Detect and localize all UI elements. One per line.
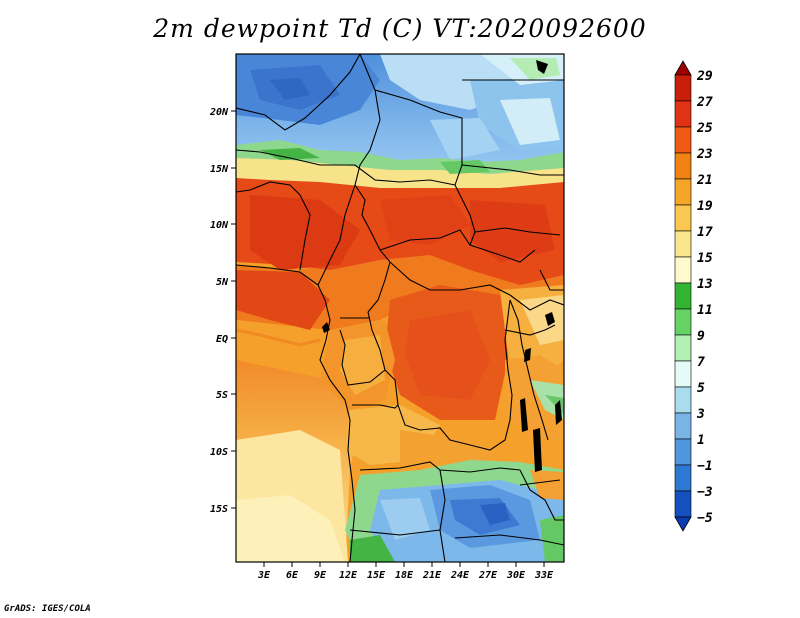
colorbar-swatch bbox=[674, 386, 692, 414]
lon-label: 12E bbox=[339, 570, 358, 581]
colorbar-swatch bbox=[674, 256, 692, 284]
colorbar: 29 27 25 23 21 19 17 15 13 11 9 7 5 3 1 −1 −3 −5 bbox=[674, 60, 713, 532]
colorbar-max-arrow bbox=[674, 60, 692, 76]
colorbar-label: 25 bbox=[696, 121, 713, 136]
lon-label: 3E bbox=[257, 570, 271, 581]
lon-label: 15E bbox=[367, 570, 386, 581]
lon-label: 30E bbox=[506, 570, 526, 581]
lat-label: 10S bbox=[210, 447, 228, 458]
colorbar-swatch bbox=[674, 308, 692, 336]
colorbar-swatch bbox=[674, 334, 692, 362]
lon-label: 33E bbox=[534, 570, 554, 581]
colorbar-label: 17 bbox=[697, 225, 713, 240]
colorbar-label: 15 bbox=[697, 251, 713, 266]
lon-label: 24E bbox=[450, 570, 470, 581]
colorbar-label: −1 bbox=[697, 459, 713, 474]
colorbar-swatch bbox=[674, 204, 692, 232]
colorbar-label: −3 bbox=[697, 485, 713, 500]
lon-label: 27E bbox=[478, 570, 498, 581]
longitude-labels: 3E 6E 9E 12E 15E 18E 21E 24E 27E 30E 33E bbox=[257, 570, 554, 581]
lon-label: 18E bbox=[395, 570, 414, 581]
lon-label: 9E bbox=[314, 570, 327, 581]
colorbar-swatch bbox=[674, 360, 692, 388]
lon-label: 6E bbox=[286, 570, 299, 581]
latitude-labels: 20N 15N 10N 5N EQ 5S 10S 15S bbox=[209, 107, 229, 515]
colorbar-label: 11 bbox=[697, 303, 713, 318]
colorbar-swatch bbox=[674, 230, 692, 258]
colorbar-swatch bbox=[674, 74, 692, 102]
colorbar-swatch bbox=[674, 152, 692, 180]
colorbar-label: 13 bbox=[697, 277, 713, 292]
colorbar-swatch bbox=[674, 438, 692, 466]
colorbar-swatch bbox=[674, 100, 692, 128]
colorbar-swatch bbox=[674, 464, 692, 492]
colorbar-swatch bbox=[674, 126, 692, 154]
country-borders bbox=[236, 54, 564, 562]
colorbar-label: 1 bbox=[697, 433, 705, 448]
colorbar-label: 27 bbox=[696, 95, 713, 110]
colorbar-label: 7 bbox=[697, 355, 705, 370]
colorbar-swatch bbox=[674, 490, 692, 518]
lat-label: 5N bbox=[216, 277, 229, 288]
lat-label: 20N bbox=[209, 107, 229, 118]
colorbar-label: 23 bbox=[696, 147, 713, 162]
lat-label: 5S bbox=[216, 390, 228, 401]
colorbar-label: −5 bbox=[697, 511, 713, 526]
tick-marks bbox=[231, 110, 545, 567]
colorbar-label: 9 bbox=[697, 329, 705, 344]
lat-label: 15S bbox=[210, 504, 228, 515]
lat-label: 10N bbox=[210, 220, 229, 231]
map-title: 2m dewpoint Td (C) VT:2020092600 bbox=[153, 14, 647, 43]
colorbar-swatch bbox=[674, 178, 692, 206]
lat-label: 15N bbox=[210, 164, 229, 175]
colorbar-min-arrow bbox=[674, 516, 692, 532]
lon-label: 21E bbox=[422, 570, 442, 581]
colorbar-label: 3 bbox=[696, 407, 705, 422]
map-frame bbox=[235, 53, 565, 563]
colorbar-swatch bbox=[674, 282, 692, 310]
lat-label: EQ bbox=[216, 334, 228, 345]
colorbar-swatch bbox=[674, 412, 692, 440]
colorbar-label: 21 bbox=[696, 173, 713, 188]
colorbar-label: 19 bbox=[697, 199, 713, 214]
grads-credit: GrADS: IGES/COLA bbox=[4, 604, 91, 614]
colorbar-label: 5 bbox=[697, 381, 705, 396]
colorbar-label: 29 bbox=[696, 69, 713, 84]
lakes-islands bbox=[322, 60, 562, 472]
